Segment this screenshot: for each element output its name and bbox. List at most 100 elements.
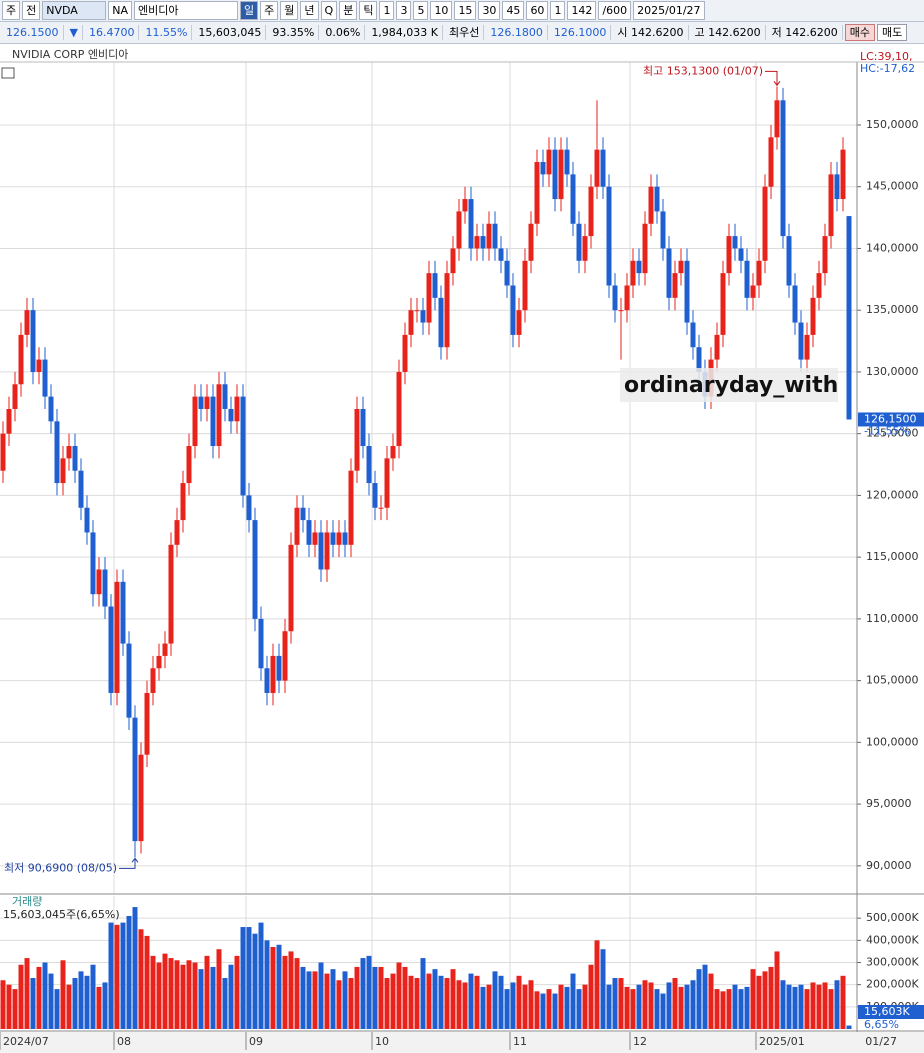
volume-bar — [684, 984, 690, 1029]
candle-body — [210, 396, 216, 447]
candle-body — [780, 100, 786, 237]
volume-bar — [120, 922, 126, 1029]
candle-body — [462, 199, 468, 212]
volume-subtitle: 15,603,045주(6,65%) — [3, 908, 120, 921]
axis-panel — [857, 62, 924, 1032]
candle-body — [66, 446, 72, 459]
toolbar-item[interactable]: 1 — [379, 1, 395, 20]
toolbar-item[interactable]: 년 — [300, 1, 319, 20]
volume-bar — [312, 971, 318, 1029]
candle-body — [678, 260, 684, 274]
volume-bar — [576, 989, 582, 1029]
lc-label: LC:39,10, — [860, 50, 913, 63]
candle-body — [672, 273, 678, 298]
candle-body — [486, 223, 492, 249]
toolbar-item[interactable]: 틱 — [359, 1, 378, 20]
toolbar-item[interactable]: 월 — [280, 1, 299, 20]
candle-body — [12, 384, 18, 409]
volume-bar — [456, 980, 462, 1029]
candle-body — [720, 273, 726, 335]
candle-body — [480, 236, 486, 249]
toolbar-item[interactable]: 15 — [454, 1, 477, 20]
x-tick-label: 10 — [375, 1035, 389, 1048]
toolbar-item[interactable]: 60 — [526, 1, 549, 20]
candle-body — [198, 396, 204, 409]
candle-body — [456, 211, 462, 249]
toolbar-item[interactable]: 142 — [567, 1, 597, 20]
volume-bar — [432, 969, 438, 1029]
toolbar-item[interactable]: 분 — [339, 1, 358, 20]
toolbar-item[interactable]: 1 — [550, 1, 566, 20]
quote-item[interactable]: 매도 — [876, 24, 908, 41]
candle-body — [306, 520, 312, 545]
x-axis-panel — [0, 1032, 924, 1053]
candle-body — [330, 532, 336, 545]
toolbar-item[interactable]: 10 — [430, 1, 453, 20]
volume-bar — [102, 982, 108, 1029]
candle-body — [324, 532, 330, 570]
volume-change-label: 6,65% — [864, 1018, 899, 1031]
candle-body — [0, 433, 6, 471]
toolbar-item[interactable]: 주 — [260, 1, 279, 20]
volume-bar — [306, 971, 312, 1029]
candle-body — [192, 396, 198, 447]
candle-body — [552, 149, 558, 200]
volume-bar — [360, 958, 366, 1029]
quote-item[interactable]: 매수 — [844, 24, 875, 41]
volume-bar — [426, 973, 432, 1029]
toolbar-item[interactable]: 전 — [22, 1, 41, 20]
volume-bar — [786, 984, 792, 1029]
candle-body — [312, 532, 318, 545]
volume-bar — [738, 989, 744, 1029]
quote-item: 11.55% — [141, 25, 193, 40]
volume-bar — [348, 978, 354, 1029]
volume-bar — [228, 964, 234, 1029]
candle-body — [264, 668, 270, 693]
volume-bar — [624, 986, 630, 1029]
volume-bar — [828, 989, 834, 1029]
volume-bar — [606, 984, 612, 1029]
volume-bar — [774, 951, 780, 1029]
volume-bar — [750, 969, 756, 1029]
quote-item: ▼ — [66, 25, 83, 40]
candle-body — [834, 174, 840, 200]
y-tick-label: 300,000K — [866, 956, 919, 969]
quote-item: 시 142.6200 — [613, 25, 689, 40]
y-tick-label: 120,0000 — [866, 488, 919, 501]
candle-body — [132, 717, 138, 842]
candle-body — [576, 223, 582, 261]
volume-bar — [642, 980, 648, 1029]
volume-bar — [768, 966, 774, 1029]
candle-body — [78, 470, 84, 508]
volume-bar — [96, 986, 102, 1029]
candle-body — [138, 754, 144, 842]
candle-body — [744, 260, 750, 298]
candle-body — [768, 137, 774, 187]
volume-bar — [480, 986, 486, 1029]
volume-bar — [696, 969, 702, 1029]
volume-bar — [150, 955, 156, 1029]
y-tick-label: 90,0000 — [866, 859, 912, 872]
candle-body — [630, 260, 636, 286]
toolbar-item[interactable]: 주 — [2, 1, 21, 20]
toolbar-item[interactable]: 30 — [478, 1, 501, 20]
candle-body — [432, 273, 438, 298]
toolbar-item[interactable]: 3 — [396, 1, 412, 20]
volume-bar — [342, 971, 348, 1029]
annotation-arrow — [119, 857, 139, 869]
volume-bar — [600, 949, 606, 1029]
toolbar-item[interactable]: 일 — [240, 1, 259, 20]
volume-bar — [438, 975, 444, 1029]
volume-bar — [534, 991, 540, 1029]
candle-body — [156, 655, 162, 669]
toolbar-item[interactable]: 5 — [413, 1, 429, 20]
toolbar-item[interactable]: NVDA — [42, 1, 107, 20]
candle-body — [714, 334, 720, 360]
candle-body — [30, 310, 36, 372]
toolbar-item[interactable]: 2025/01/27 — [633, 1, 705, 20]
candle-body — [258, 618, 264, 669]
toolbar-item[interactable]: 45 — [502, 1, 525, 20]
x-tick-label: 2024/07 — [3, 1035, 49, 1048]
volume-bar — [612, 978, 618, 1029]
toolbar-item[interactable]: Q — [320, 1, 338, 20]
